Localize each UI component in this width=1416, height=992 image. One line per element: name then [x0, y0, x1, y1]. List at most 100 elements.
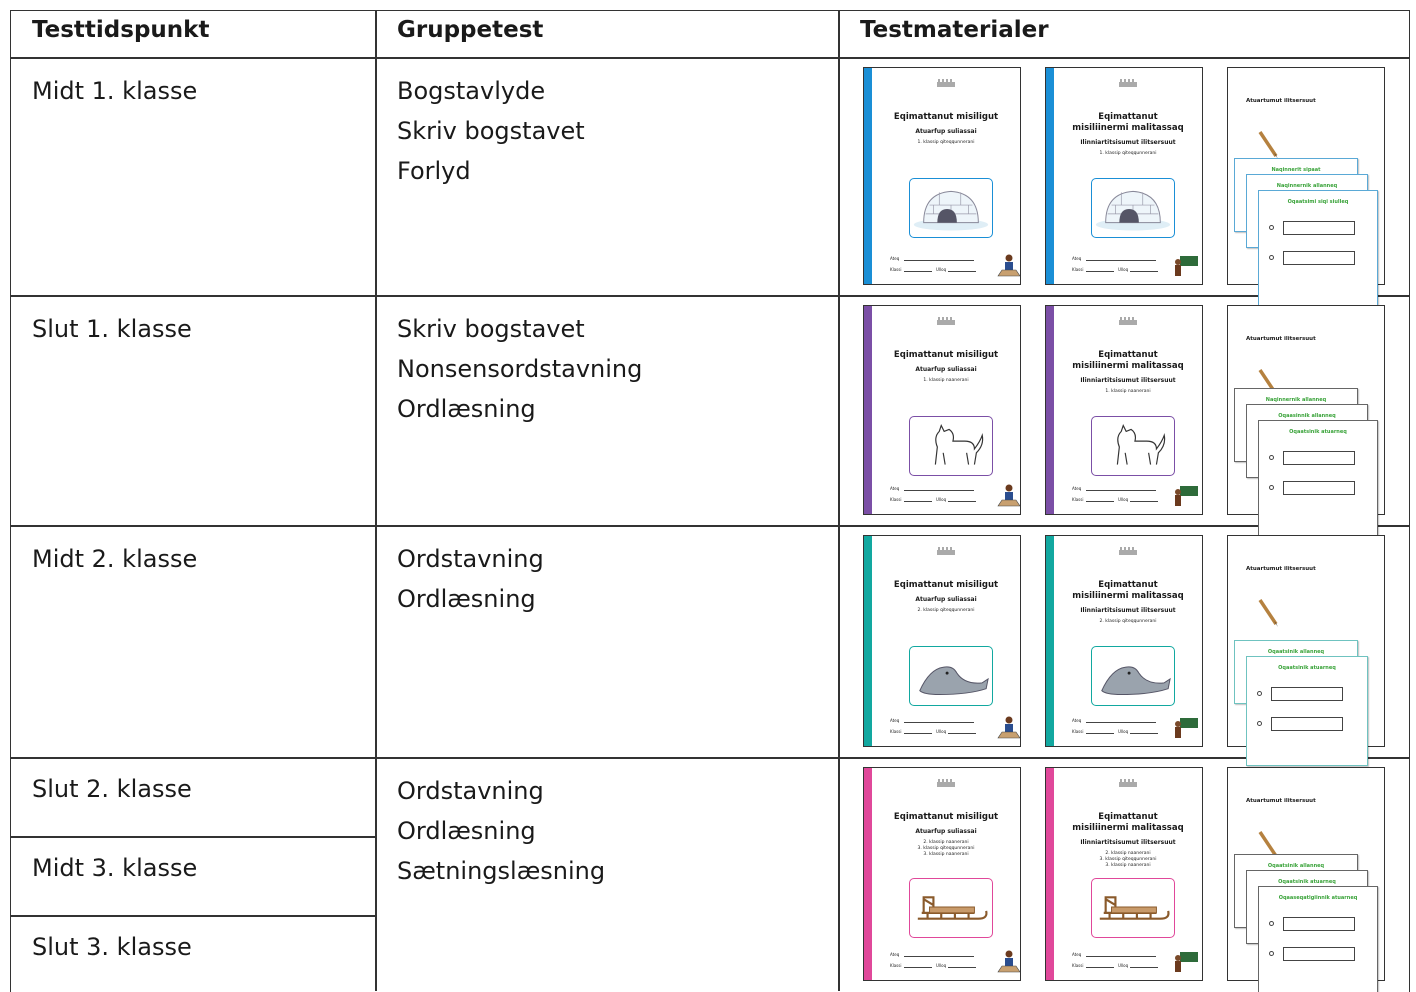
form-line: [904, 271, 932, 272]
cover-subtitle: Ilinniartitsisumut ilitsersuut: [1080, 607, 1176, 614]
picture-frame: [1091, 416, 1175, 476]
cover-title: Eqimattanut misiligut: [893, 112, 999, 122]
cover-grade: 1. klassip naanerani: [923, 378, 969, 383]
test-name: Skriv bogstavet: [397, 315, 585, 343]
cover-illustration: [1101, 666, 1171, 696]
color-stripe: [864, 768, 872, 980]
worksheet: Oqaatsinik atuarneq: [1246, 656, 1368, 766]
answer-row: [1271, 717, 1343, 731]
form-label: Ateq: [890, 718, 900, 723]
time-label: Slut 1. klasse: [32, 315, 192, 343]
teacher-icon: [1175, 952, 1198, 972]
booklet-cover: Eqimattanut misiliinermi malitassaq Ilinni…: [1045, 67, 1203, 285]
cover-illustration: [1095, 190, 1171, 231]
form-line: [1086, 722, 1156, 723]
cover-title: misiliinermi malitassaq: [1072, 823, 1184, 833]
form-line: [904, 260, 974, 261]
test-name: Ordstavning: [397, 545, 544, 573]
answer-row: [1283, 451, 1355, 465]
form-line: [1086, 733, 1114, 734]
logo-icon: [937, 317, 955, 325]
cover-grade: 3. klassip qiteqqunnerani: [917, 846, 975, 851]
form-line: [1130, 733, 1158, 734]
worksheet-title: Naqinnernik allanneq: [1276, 183, 1338, 189]
booklet-cover: Eqimattanut misiligut Atuarfup suliassai 1…: [863, 305, 1021, 515]
worksheet-title: Oqaasinnik allanneq: [1278, 413, 1336, 419]
guide-title: Atuartumut ilitsersuut: [1246, 798, 1316, 804]
test-name: Forlyd: [397, 157, 471, 185]
logo-icon: [1119, 317, 1137, 325]
form-line: [948, 733, 976, 734]
booklet-cover: Eqimattanut misiligut Atuarfup suliassai 1…: [863, 67, 1021, 285]
logo-icon: [1119, 547, 1137, 555]
booklet-cover: Eqimattanut misiligut Atuarfup suliassai 2…: [863, 767, 1021, 981]
pencil-icon: [1258, 599, 1278, 627]
cover-illustration: [1099, 896, 1170, 920]
form-line: [904, 956, 974, 957]
answer-marker: [1257, 721, 1262, 726]
form-line: [904, 501, 932, 502]
form-label: Klassi: [1072, 963, 1084, 968]
guide-title: Atuartumut ilitsersuut: [1246, 566, 1316, 572]
cover-subtitle: Atuarfup suliassai: [915, 828, 977, 835]
form-label: Ulloq: [1118, 267, 1129, 272]
cover-title: Eqimattanut misiligut: [893, 350, 999, 360]
pupil-icon: [997, 950, 1021, 973]
cover-illustration: [919, 666, 989, 696]
form-label: Klassi: [1072, 267, 1084, 272]
cover-title: Eqimattanut: [1098, 112, 1158, 122]
logo-icon: [937, 547, 955, 555]
teacher-icon: [1175, 256, 1198, 276]
worksheet-title: Naqinnernik allanneq: [1265, 397, 1327, 403]
worksheet-title: Naqinnerit sipaat: [1271, 167, 1321, 173]
answer-row: [1271, 687, 1343, 701]
pupil-guide: Atuartumut ilitsersuut Naqinnerit sipaat N…: [1227, 67, 1385, 310]
color-stripe: [864, 536, 872, 746]
form-line: [1086, 501, 1114, 502]
cover-grade: 3. klassip naanerani: [1105, 863, 1151, 868]
form-line: [904, 722, 974, 723]
row-line: [10, 757, 1410, 759]
cover-subtitle: Atuarfup suliassai: [915, 366, 977, 373]
answer-marker: [1269, 951, 1274, 956]
cover-grade: 1. klassip qiteqqunnerani: [1099, 151, 1157, 156]
teacher-icon: [1175, 718, 1198, 738]
pupil-icon: [997, 254, 1021, 277]
color-stripe: [1046, 68, 1054, 284]
test-name: Nonsensordstavning: [397, 355, 643, 383]
worksheet: Oqaatsinik atuarneq: [1258, 420, 1378, 540]
form-label: Klassi: [890, 267, 902, 272]
booklet-cover: Eqimattanut misiligut Atuarfup suliassai 2…: [863, 535, 1021, 747]
test-name: Ordstavning: [397, 777, 544, 805]
cover-subtitle: Ilinniartitsisumut ilitsersuut: [1080, 839, 1176, 846]
cover-title: Eqimattanut: [1098, 350, 1158, 360]
form-label: Klassi: [1072, 729, 1084, 734]
cover-illustration: [1116, 423, 1166, 465]
form-label: Ateq: [1072, 256, 1082, 261]
row-line: [10, 525, 1410, 527]
time-label: Midt 1. klasse: [32, 77, 198, 105]
time-label: Slut 2. klasse: [32, 775, 192, 803]
table-border: [10, 10, 1410, 992]
pencil-icon: [1258, 131, 1278, 159]
pupil-guide: Atuartumut ilitsersuut Oqaatsinik allanne…: [1227, 535, 1385, 766]
logo-icon: [1119, 79, 1137, 87]
worksheet: Oqaaseqatigiinnik atuarneq: [1258, 886, 1378, 992]
form-label: Ateq: [1072, 952, 1082, 957]
answer-row: [1283, 947, 1355, 961]
cover-grade: 1. klassip qiteqqunnerani: [917, 140, 975, 145]
color-stripe: [1046, 306, 1054, 514]
header-cell: Testmaterialer: [860, 17, 1049, 43]
form-line: [1086, 271, 1114, 272]
cover-title: misiliinermi malitassaq: [1072, 591, 1184, 601]
logo-icon: [937, 779, 955, 787]
cover-illustration: [913, 190, 989, 231]
time-label: Midt 3. klasse: [32, 854, 198, 882]
cover-grade: 2. klassip qiteqqunnerani: [1099, 619, 1157, 624]
form-line: [904, 490, 974, 491]
cover-title: Eqimattanut: [1098, 580, 1158, 590]
form-line: [904, 967, 932, 968]
picture-frame: [1091, 178, 1175, 238]
form-label: Ulloq: [936, 497, 947, 502]
